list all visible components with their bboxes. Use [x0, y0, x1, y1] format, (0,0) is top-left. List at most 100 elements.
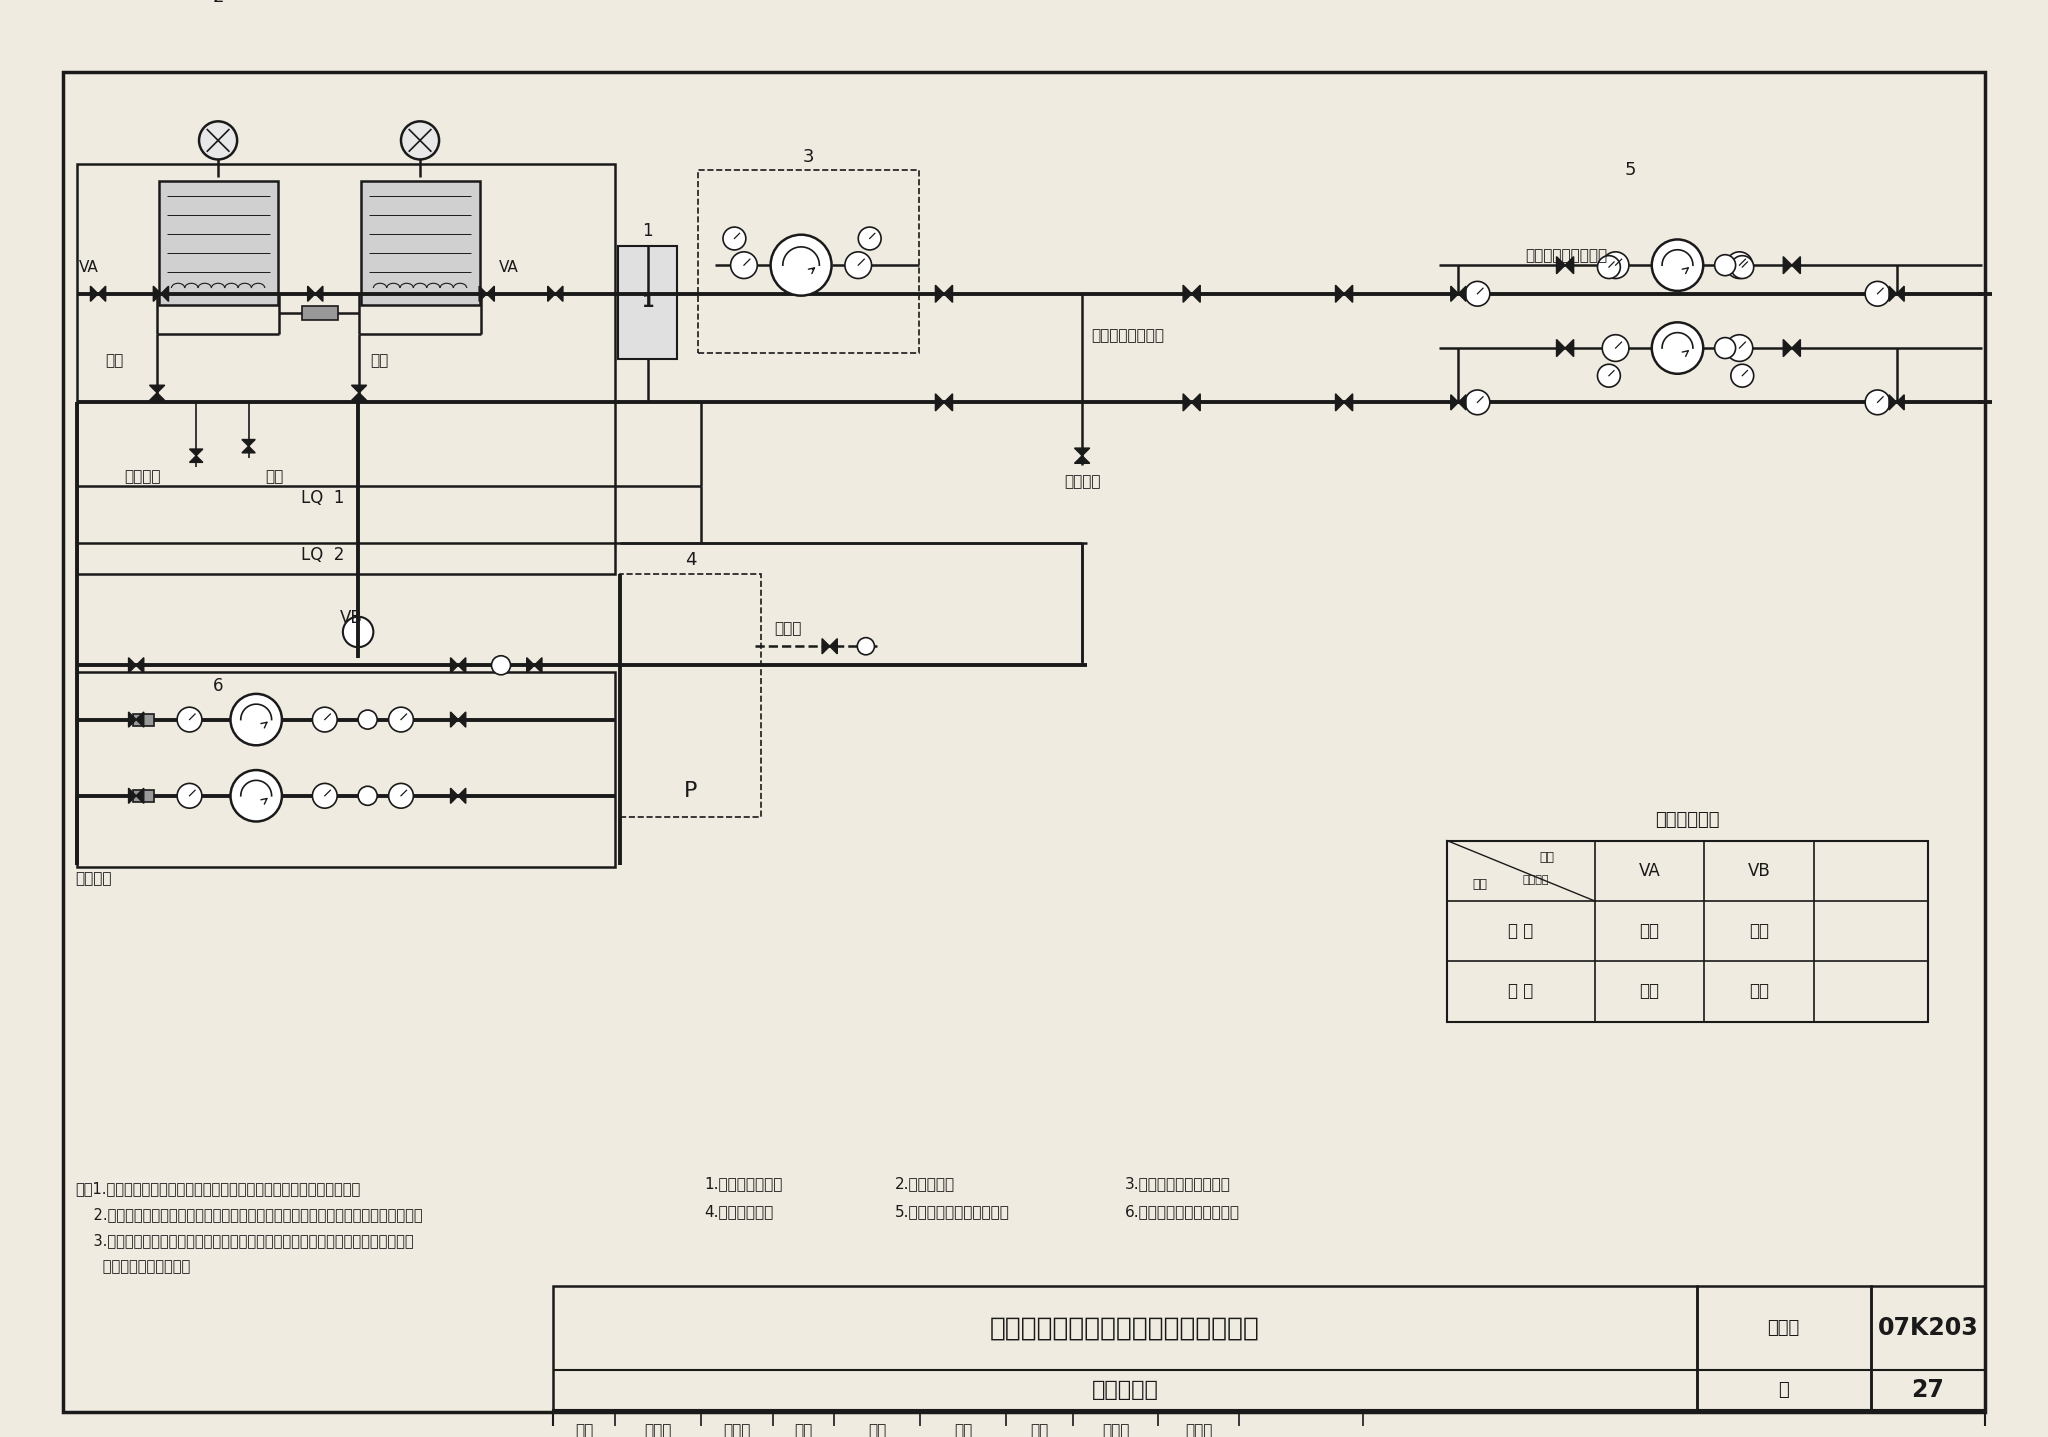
Text: 3.本图所示冬季泄水阀位置仅为示意，具体设置位置应保证冲却水系统冬季不使用: 3.本图所示冬季泄水阀位置仅为示意，具体设置位置应保证冲却水系统冬季不使用 [76, 1233, 414, 1249]
Polygon shape [451, 658, 459, 673]
Polygon shape [936, 394, 944, 411]
Bar [698, 170, 920, 354]
Polygon shape [459, 658, 465, 673]
Polygon shape [944, 285, 952, 302]
Text: 5: 5 [1624, 161, 1636, 180]
Circle shape [358, 786, 377, 805]
Text: 27: 27 [1911, 1378, 1944, 1403]
Bar [553, 1286, 1696, 1410]
Circle shape [1653, 240, 1704, 290]
Circle shape [231, 694, 283, 746]
Circle shape [1731, 364, 1753, 387]
Text: 泄水: 泄水 [106, 354, 125, 368]
Text: 水环热泵空调冷却水系统原理图（二）: 水环热泵空调冷却水系统原理图（二） [989, 1315, 1260, 1341]
Text: 07K203: 07K203 [1878, 1316, 1978, 1341]
Text: VA: VA [1638, 862, 1661, 879]
Text: 关闭: 关闭 [1749, 923, 1769, 940]
Circle shape [1726, 335, 1753, 361]
Polygon shape [1184, 394, 1192, 411]
Polygon shape [135, 711, 143, 727]
Text: 关闭: 关闭 [1638, 983, 1659, 1000]
Circle shape [858, 638, 874, 655]
Polygon shape [1565, 257, 1573, 274]
Polygon shape [135, 787, 143, 803]
Circle shape [858, 227, 881, 250]
Text: 伍七亭: 伍七亭 [723, 1423, 750, 1437]
Bar [133, 790, 154, 802]
Text: 校对: 校对 [795, 1423, 813, 1437]
Circle shape [1714, 338, 1735, 359]
Polygon shape [352, 385, 367, 392]
Polygon shape [135, 658, 143, 673]
Circle shape [1726, 251, 1753, 279]
Text: 伍小亭: 伍小亭 [645, 1423, 672, 1437]
Text: 2: 2 [213, 0, 223, 7]
Polygon shape [190, 456, 203, 463]
Circle shape [231, 770, 283, 822]
Circle shape [1464, 389, 1489, 415]
Polygon shape [526, 658, 535, 673]
Text: 1: 1 [643, 221, 653, 240]
Bar [1448, 841, 1927, 1022]
Polygon shape [451, 787, 459, 803]
Polygon shape [242, 440, 256, 445]
Text: 殷固耻: 殷固耻 [1102, 1423, 1128, 1437]
Text: 冬季泄水: 冬季泄水 [76, 871, 113, 887]
Circle shape [199, 121, 238, 160]
Text: 殷固耻: 殷固耻 [1186, 1423, 1212, 1437]
Text: 1: 1 [641, 293, 653, 312]
Text: 接末端水环热泵机组: 接末端水环热泵机组 [1526, 249, 1608, 263]
Polygon shape [129, 711, 135, 727]
Text: 补水: 补水 [266, 468, 285, 484]
Polygon shape [150, 385, 164, 392]
Bar [78, 164, 614, 573]
Bar [78, 673, 614, 868]
Circle shape [389, 707, 414, 731]
Polygon shape [1784, 257, 1792, 274]
Polygon shape [1896, 286, 1905, 302]
Polygon shape [1896, 395, 1905, 410]
Text: VB: VB [1747, 862, 1769, 879]
Bar [301, 306, 338, 320]
Polygon shape [535, 658, 543, 673]
Text: 开启: 开启 [1749, 983, 1769, 1000]
Text: 季节: 季节 [1473, 878, 1487, 891]
Polygon shape [821, 638, 829, 654]
Text: 设计: 设计 [1030, 1423, 1049, 1437]
Text: 泄水: 泄水 [371, 354, 389, 368]
Text: LQ  2: LQ 2 [301, 546, 344, 563]
Text: 工况转换说明: 工况转换说明 [1655, 810, 1720, 829]
Polygon shape [154, 286, 162, 302]
Polygon shape [129, 658, 135, 673]
Polygon shape [315, 286, 324, 302]
Bar [621, 573, 762, 816]
Circle shape [731, 251, 758, 279]
Polygon shape [129, 787, 135, 803]
Text: 康清: 康清 [954, 1423, 973, 1437]
Circle shape [1866, 282, 1890, 306]
Polygon shape [307, 286, 315, 302]
Polygon shape [90, 286, 98, 302]
Text: 2.所有开关型电动阀均与相应的制冷设备联锁，所有电动阀均应具有手动关断功能。: 2.所有开关型电动阀均与相应的制冷设备联锁，所有电动阀均应具有手动关断功能。 [76, 1207, 422, 1223]
Text: 时，室外部分能泄空。: 时，室外部分能泄空。 [76, 1259, 190, 1273]
Polygon shape [829, 638, 838, 654]
Text: 冬季泄水: 冬季泄水 [1063, 474, 1100, 489]
Bar [553, 1410, 1985, 1437]
Polygon shape [547, 286, 555, 302]
Polygon shape [98, 286, 106, 302]
Text: 平衡管（共同管）: 平衡管（共同管） [1092, 328, 1165, 343]
Circle shape [389, 783, 414, 808]
Text: 6: 6 [213, 677, 223, 696]
Polygon shape [1556, 257, 1565, 274]
Circle shape [770, 234, 831, 296]
Bar [618, 246, 678, 359]
Polygon shape [459, 711, 465, 727]
Circle shape [313, 783, 338, 808]
Polygon shape [1888, 395, 1896, 410]
Bar [1696, 1286, 1872, 1410]
Polygon shape [1458, 395, 1466, 410]
Polygon shape [1184, 285, 1192, 302]
Circle shape [1597, 256, 1620, 279]
Text: VA: VA [498, 260, 518, 274]
Circle shape [1653, 322, 1704, 374]
